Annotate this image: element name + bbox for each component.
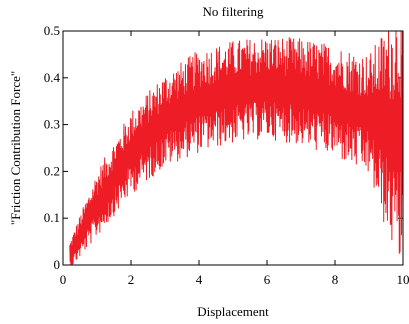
y-tick-label: 0	[54, 257, 61, 272]
y-tick-label: 0.2	[44, 163, 60, 178]
x-tick-label: 6	[264, 272, 271, 287]
plot-frame	[62, 30, 404, 266]
x-tick-label: 2	[128, 272, 135, 287]
y-tick-label: 0.4	[44, 70, 61, 85]
y-tick-label: 0.5	[44, 23, 60, 38]
series-line	[69, 31, 403, 265]
y-tick-label: 0.1	[44, 210, 60, 225]
x-tick-label: 10	[397, 272, 409, 287]
x-tick-label: 8	[332, 272, 339, 287]
chart-title: No filtering	[202, 4, 264, 19]
x-tick-label: 4	[196, 272, 203, 287]
x-tick-label: 0	[60, 272, 67, 287]
y-tick-label: 0.3	[44, 117, 60, 132]
x-axis-label: Displacement	[197, 304, 269, 319]
y-axis-label: "Friction Contribution Force"	[8, 71, 23, 225]
